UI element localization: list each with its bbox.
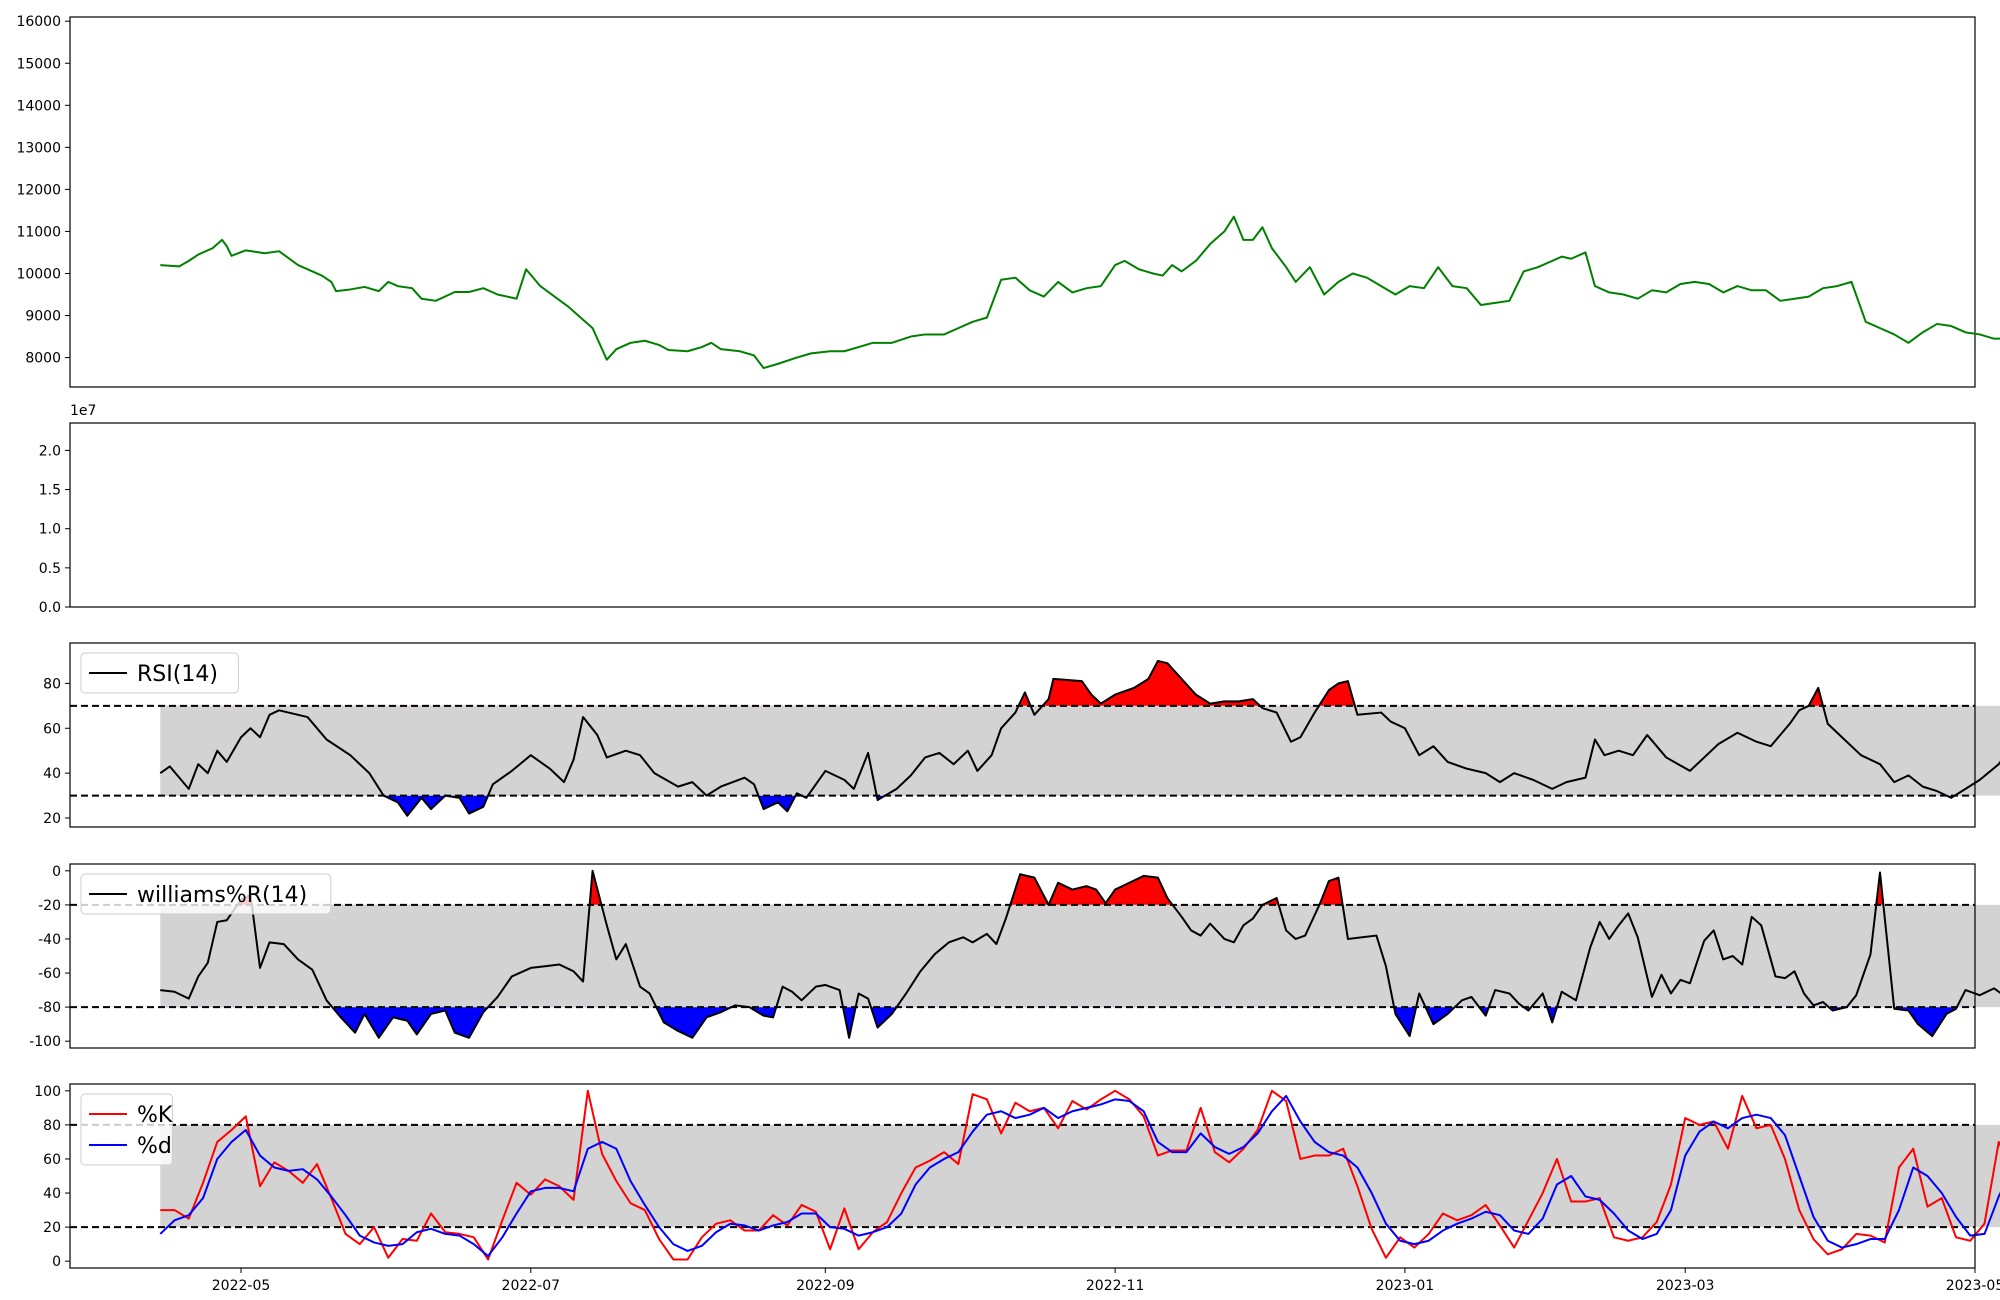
x-tick-label: 2023-05 [1946, 1278, 2000, 1294]
rsi-ytick-label: 20 [43, 811, 61, 827]
stochastic-ytick-label: 40 [43, 1186, 61, 1202]
volume-ytick-label: 1.0 [39, 522, 61, 538]
price-ytick-label: 10000 [16, 266, 61, 282]
x-tick-label: 2022-09 [796, 1278, 855, 1294]
price-ytick-label: 9000 [25, 309, 61, 325]
rsi-legend [80, 652, 239, 694]
price-ytick-label: 13000 [16, 140, 61, 156]
stochastic-series-line [159, 1094, 2000, 1258]
stochastic-ytick-label: 80 [43, 1118, 61, 1134]
price-ytick-label: 15000 [16, 56, 61, 72]
price-axes-frame [69, 16, 1976, 388]
williams-ytick-label: -100 [29, 1034, 61, 1050]
rsi-ytick-label: 40 [43, 766, 61, 782]
williams-ytick-label: -60 [38, 966, 61, 982]
x-tick-label: 2023-03 [1656, 1278, 1715, 1294]
price-series-line [160, 215, 2000, 370]
rsi-legend-label: RSI(14) [137, 662, 218, 687]
williams-series-line [160, 869, 2000, 1039]
stochastic-legend-label: %K [137, 1103, 173, 1128]
williams-legend-label: williams%R(14) [137, 883, 307, 908]
stochastic-legend-label: %d [137, 1134, 172, 1159]
rsi-series-line [159, 659, 2000, 817]
williams-neutral-band [160, 904, 2000, 1008]
rsi-ytick-label: 80 [43, 676, 61, 692]
volume-offset-label: 1e7 [70, 403, 96, 419]
price-ytick-label: 16000 [16, 14, 61, 30]
volume-axes-frame [69, 422, 1976, 608]
stochastic-axes-frame [69, 1083, 1976, 1269]
x-tick-label: 2022-11 [1086, 1278, 1145, 1294]
rsi-neutral-band [160, 705, 2000, 796]
rsi-ytick-label: 60 [43, 721, 61, 737]
williams-ytick-label: -40 [38, 932, 61, 948]
williams-legend [80, 873, 332, 915]
volume-ytick-label: 1.5 [39, 483, 61, 499]
rsi-overbought-fill [160, 660, 1975, 706]
rsi-oversold-fill [383, 795, 1955, 816]
price-ytick-label: 11000 [16, 224, 61, 240]
stochastic-ytick-label: 100 [34, 1084, 61, 1100]
volume-ytick-label: 0.5 [39, 561, 61, 577]
x-tick-label: 2022-07 [502, 1278, 561, 1294]
x-tick-label: 2022-05 [212, 1278, 271, 1294]
rsi-axes-frame [69, 642, 1976, 828]
volume-ytick-label: 2.0 [39, 443, 61, 459]
stochastic-ytick-label: 60 [43, 1152, 61, 1168]
stochastic-ytick-label: 20 [43, 1220, 61, 1236]
stochastic-ytick-label: 0 [52, 1254, 61, 1270]
williams-ytick-label: -20 [38, 898, 61, 914]
x-tick-label: 2023-01 [1376, 1278, 1435, 1294]
stochastic-legend [80, 1093, 173, 1166]
plots-layer: 8000900010000110001200013000140001500016… [16, 14, 2000, 1294]
stochastic-series-line [160, 1089, 2000, 1261]
williams-axes-frame [69, 863, 1976, 1049]
williams-ytick-label: 0 [52, 864, 61, 880]
price-ytick-label: 12000 [16, 182, 61, 198]
williams-overbought-fill [237, 870, 1884, 905]
price-ytick-label: 14000 [16, 98, 61, 114]
price-ytick-label: 8000 [25, 351, 61, 367]
volume-ytick-label: 0.0 [39, 600, 61, 616]
williams-ytick-label: -80 [38, 1000, 61, 1016]
